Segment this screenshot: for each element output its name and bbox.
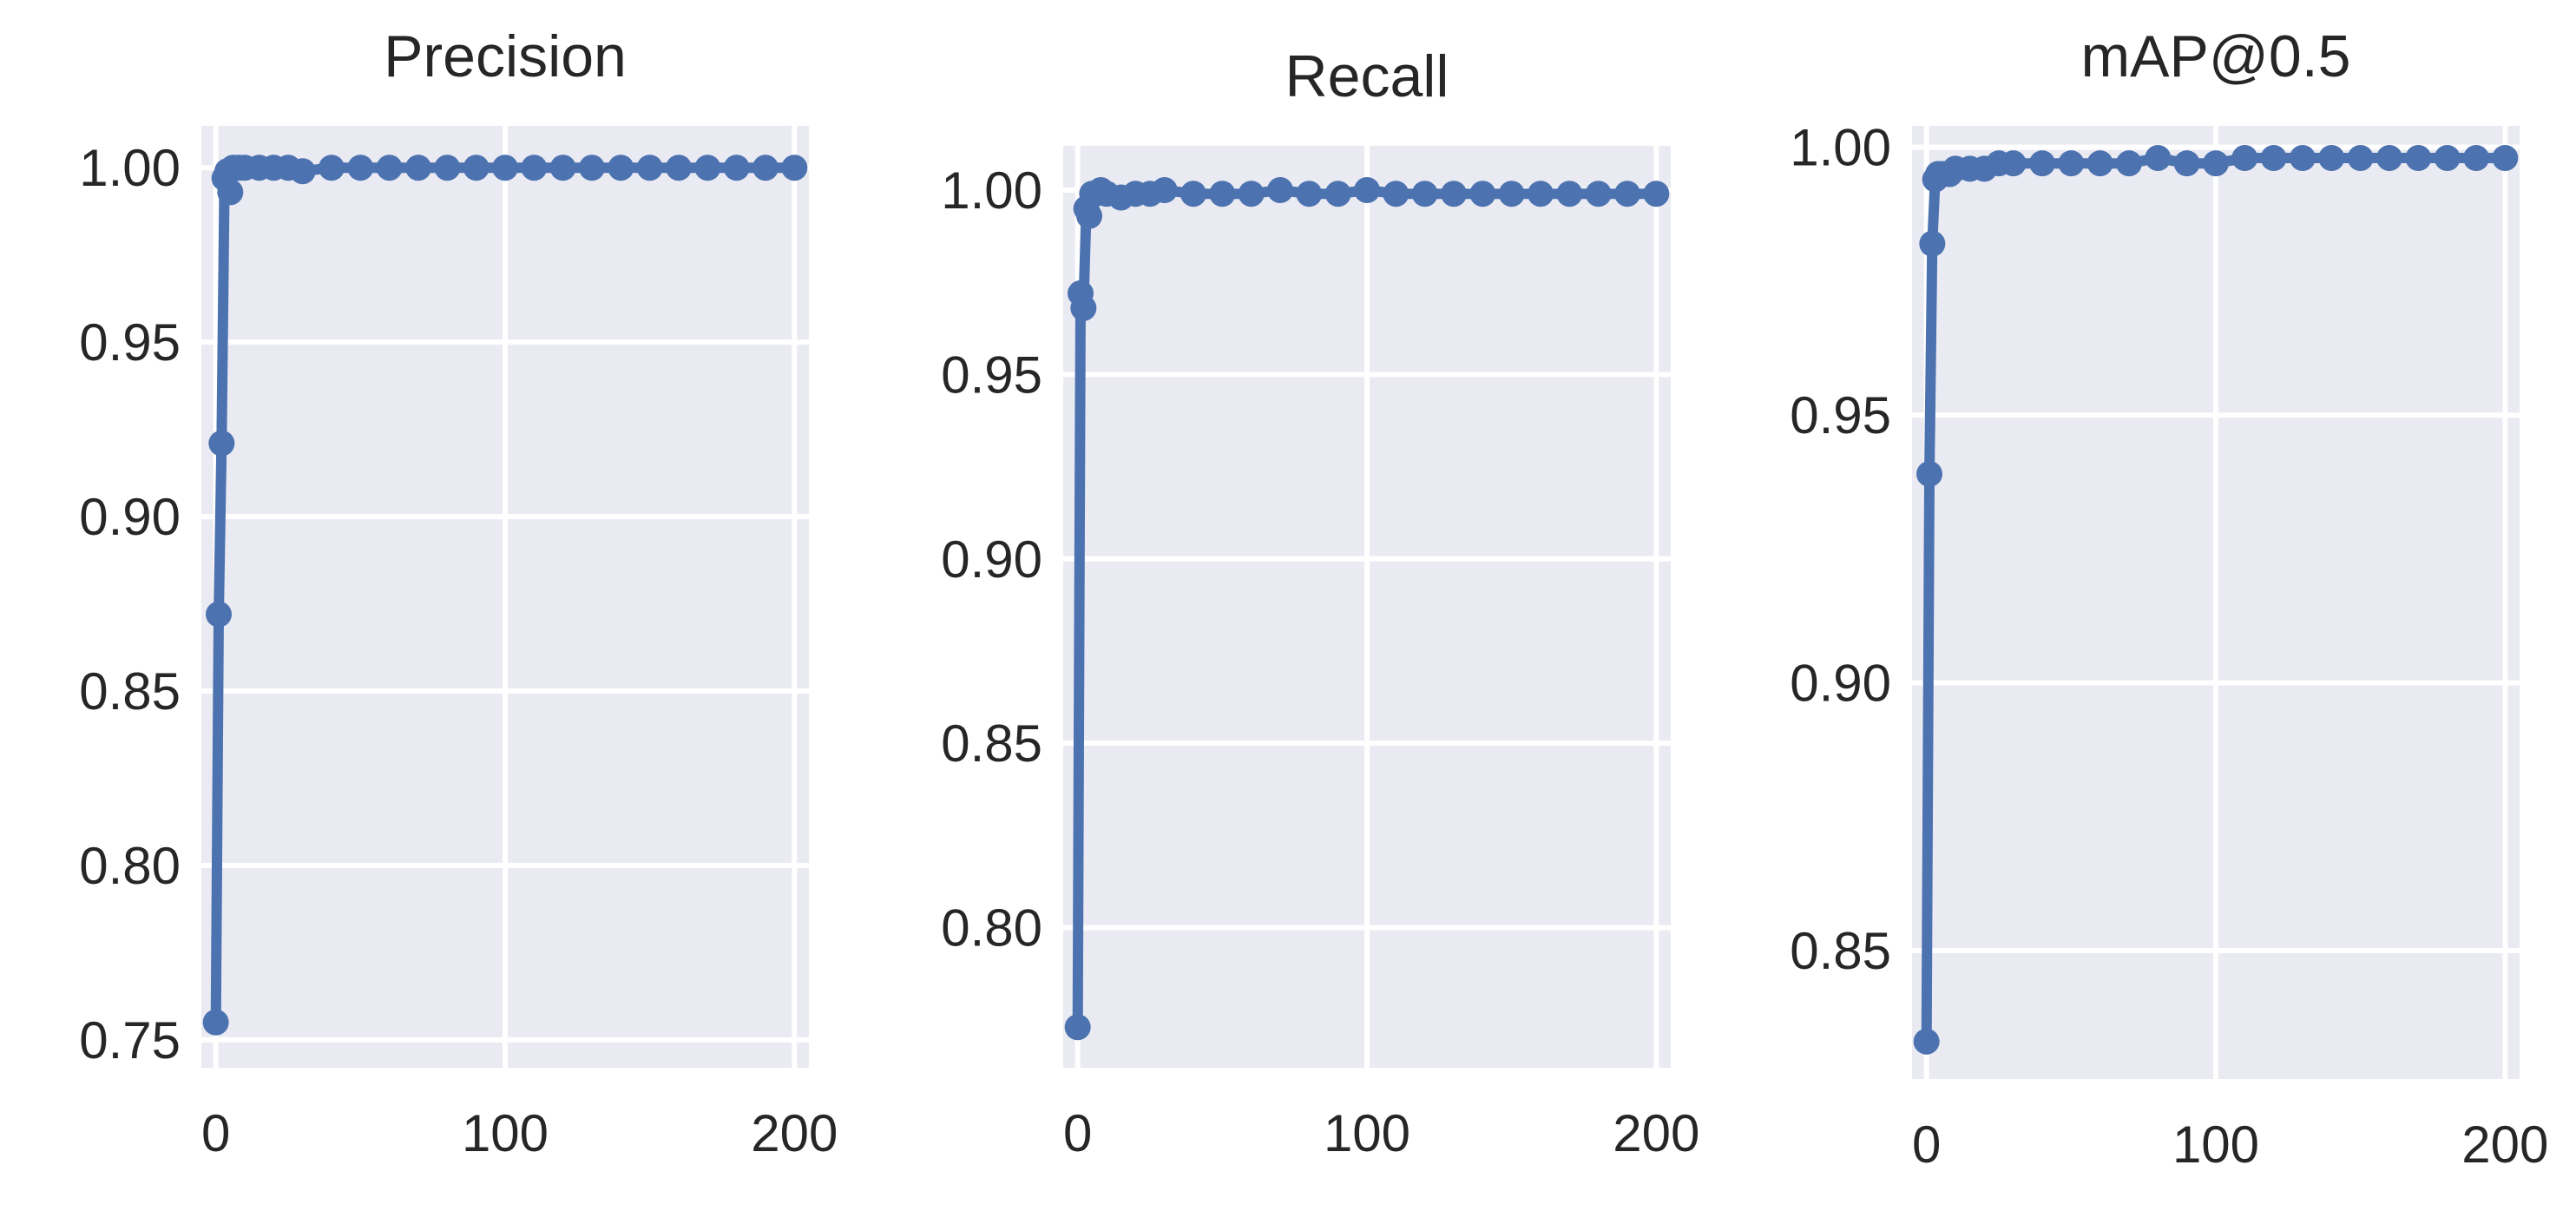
map50-y-tick-label: 1.00 (1790, 119, 1891, 177)
recall-data-point (1441, 181, 1467, 207)
precision-data-point (319, 155, 345, 181)
map50-data-point (2463, 145, 2489, 172)
precision-data-point (405, 155, 431, 181)
recall-data-point (1556, 181, 1583, 207)
recall-data-point (1076, 202, 1102, 229)
map50-data-point (1913, 1028, 1940, 1055)
precision-data-point (376, 155, 403, 181)
map50-data-point (1919, 230, 1946, 257)
map50-data-point (2347, 145, 2374, 172)
map50-data-point (2492, 145, 2519, 172)
map50-data-point (2231, 145, 2258, 172)
recall-data-point (1267, 176, 1293, 203)
recall-data-point (1180, 181, 1206, 207)
recall-x-tick-label: 200 (1613, 1104, 1699, 1162)
recall-data-point (1064, 1014, 1091, 1041)
precision-data-point (723, 155, 750, 181)
recall-data-point (1324, 181, 1351, 207)
precision-data-point (608, 155, 634, 181)
precision-data-point (463, 155, 490, 181)
map50-data-point (2029, 150, 2055, 177)
map50-data-point (2116, 150, 2142, 177)
precision-y-tick-label: 0.80 (79, 837, 181, 895)
map50-data-point (2290, 145, 2316, 172)
precision-data-point (636, 155, 663, 181)
map50-data-point (2203, 150, 2229, 177)
map50-x-tick-label: 200 (2461, 1116, 2548, 1174)
precision-data-point (217, 179, 244, 206)
precision-data-point (694, 155, 721, 181)
precision-y-tick-label: 0.75 (79, 1011, 181, 1069)
map50-chart-title: mAP@0.5 (2081, 23, 2351, 89)
recall-y-tick-label: 0.95 (941, 346, 1042, 404)
recall-data-point (1498, 181, 1525, 207)
recall-data-point (1528, 181, 1554, 207)
precision-chart: 0.75 0.80 0.85 0.90 0.95 1.00 0 100 200 Precision (79, 23, 838, 1162)
map50-data-point (2260, 145, 2287, 172)
recall-data-point (1296, 181, 1323, 207)
recall-data-point (1383, 181, 1410, 207)
map50-data-point (2434, 145, 2461, 172)
precision-data-point (549, 155, 576, 181)
precision-x-tick-label: 0 (201, 1104, 230, 1162)
precision-data-point (206, 601, 232, 628)
precision-data-point (752, 155, 779, 181)
precision-data-point (521, 155, 548, 181)
map50-data-point (2173, 150, 2200, 177)
recall-data-point (1209, 181, 1236, 207)
recall-data-point (1614, 181, 1640, 207)
precision-data-point (208, 430, 235, 457)
map50-data-point (2405, 145, 2432, 172)
map50-y-tick-label: 0.90 (1790, 655, 1891, 713)
precision-y-tick-label: 0.90 (79, 488, 181, 546)
map50-data-point (2000, 150, 2027, 177)
precision-data-point (202, 1009, 229, 1036)
precision-data-point (492, 155, 518, 181)
map50-data-point (2145, 145, 2172, 172)
recall-data-point (1070, 294, 1097, 321)
recall-y-tick-label: 1.00 (941, 161, 1042, 220)
precision-data-point (579, 155, 605, 181)
precision-chart-title: Precision (384, 23, 627, 89)
map50-x-tick-label: 0 (1912, 1116, 1941, 1174)
precision-y-tick-label: 0.95 (79, 313, 181, 372)
map50-data-point (2086, 150, 2113, 177)
map50-data-point (2376, 145, 2402, 172)
precision-x-tick-label: 200 (751, 1104, 838, 1162)
map50-y-tick-label: 0.85 (1790, 922, 1891, 980)
map50-data-point (2318, 145, 2345, 172)
recall-data-point (1643, 181, 1670, 207)
precision-y-tick-label: 1.00 (79, 139, 181, 197)
map50-data-point (2058, 150, 2085, 177)
recall-chart: 0.80 0.85 0.90 0.95 1.00 0 100 200 Recall (941, 43, 1699, 1162)
recall-data-point (1469, 181, 1496, 207)
recall-y-tick-label: 0.80 (941, 899, 1042, 958)
map50-data-point (1916, 460, 1942, 487)
precision-data-point (434, 155, 461, 181)
recall-data-point (1411, 181, 1438, 207)
recall-x-tick-label: 0 (1063, 1104, 1092, 1162)
precision-data-point (666, 155, 692, 181)
recall-x-tick-label: 100 (1324, 1104, 1410, 1162)
recall-chart-title: Recall (1285, 43, 1449, 109)
map50-y-tick-label: 0.95 (1790, 386, 1891, 444)
precision-x-tick-label: 100 (462, 1104, 549, 1162)
recall-data-point (1238, 181, 1265, 207)
map50-chart: 0.85 0.90 0.95 1.00 0 100 200 mAP@0.5 (1790, 23, 2548, 1174)
recall-data-point (1151, 176, 1178, 203)
precision-y-tick-label: 0.85 (79, 662, 181, 721)
recall-y-tick-label: 0.90 (941, 530, 1042, 589)
precision-data-point (781, 155, 808, 181)
recall-data-point (1354, 176, 1380, 203)
recall-data-point (1585, 181, 1612, 207)
map50-x-tick-label: 100 (2172, 1116, 2259, 1174)
precision-data-point (289, 158, 316, 185)
precision-data-point (347, 155, 374, 181)
recall-y-tick-label: 0.85 (941, 714, 1042, 773)
